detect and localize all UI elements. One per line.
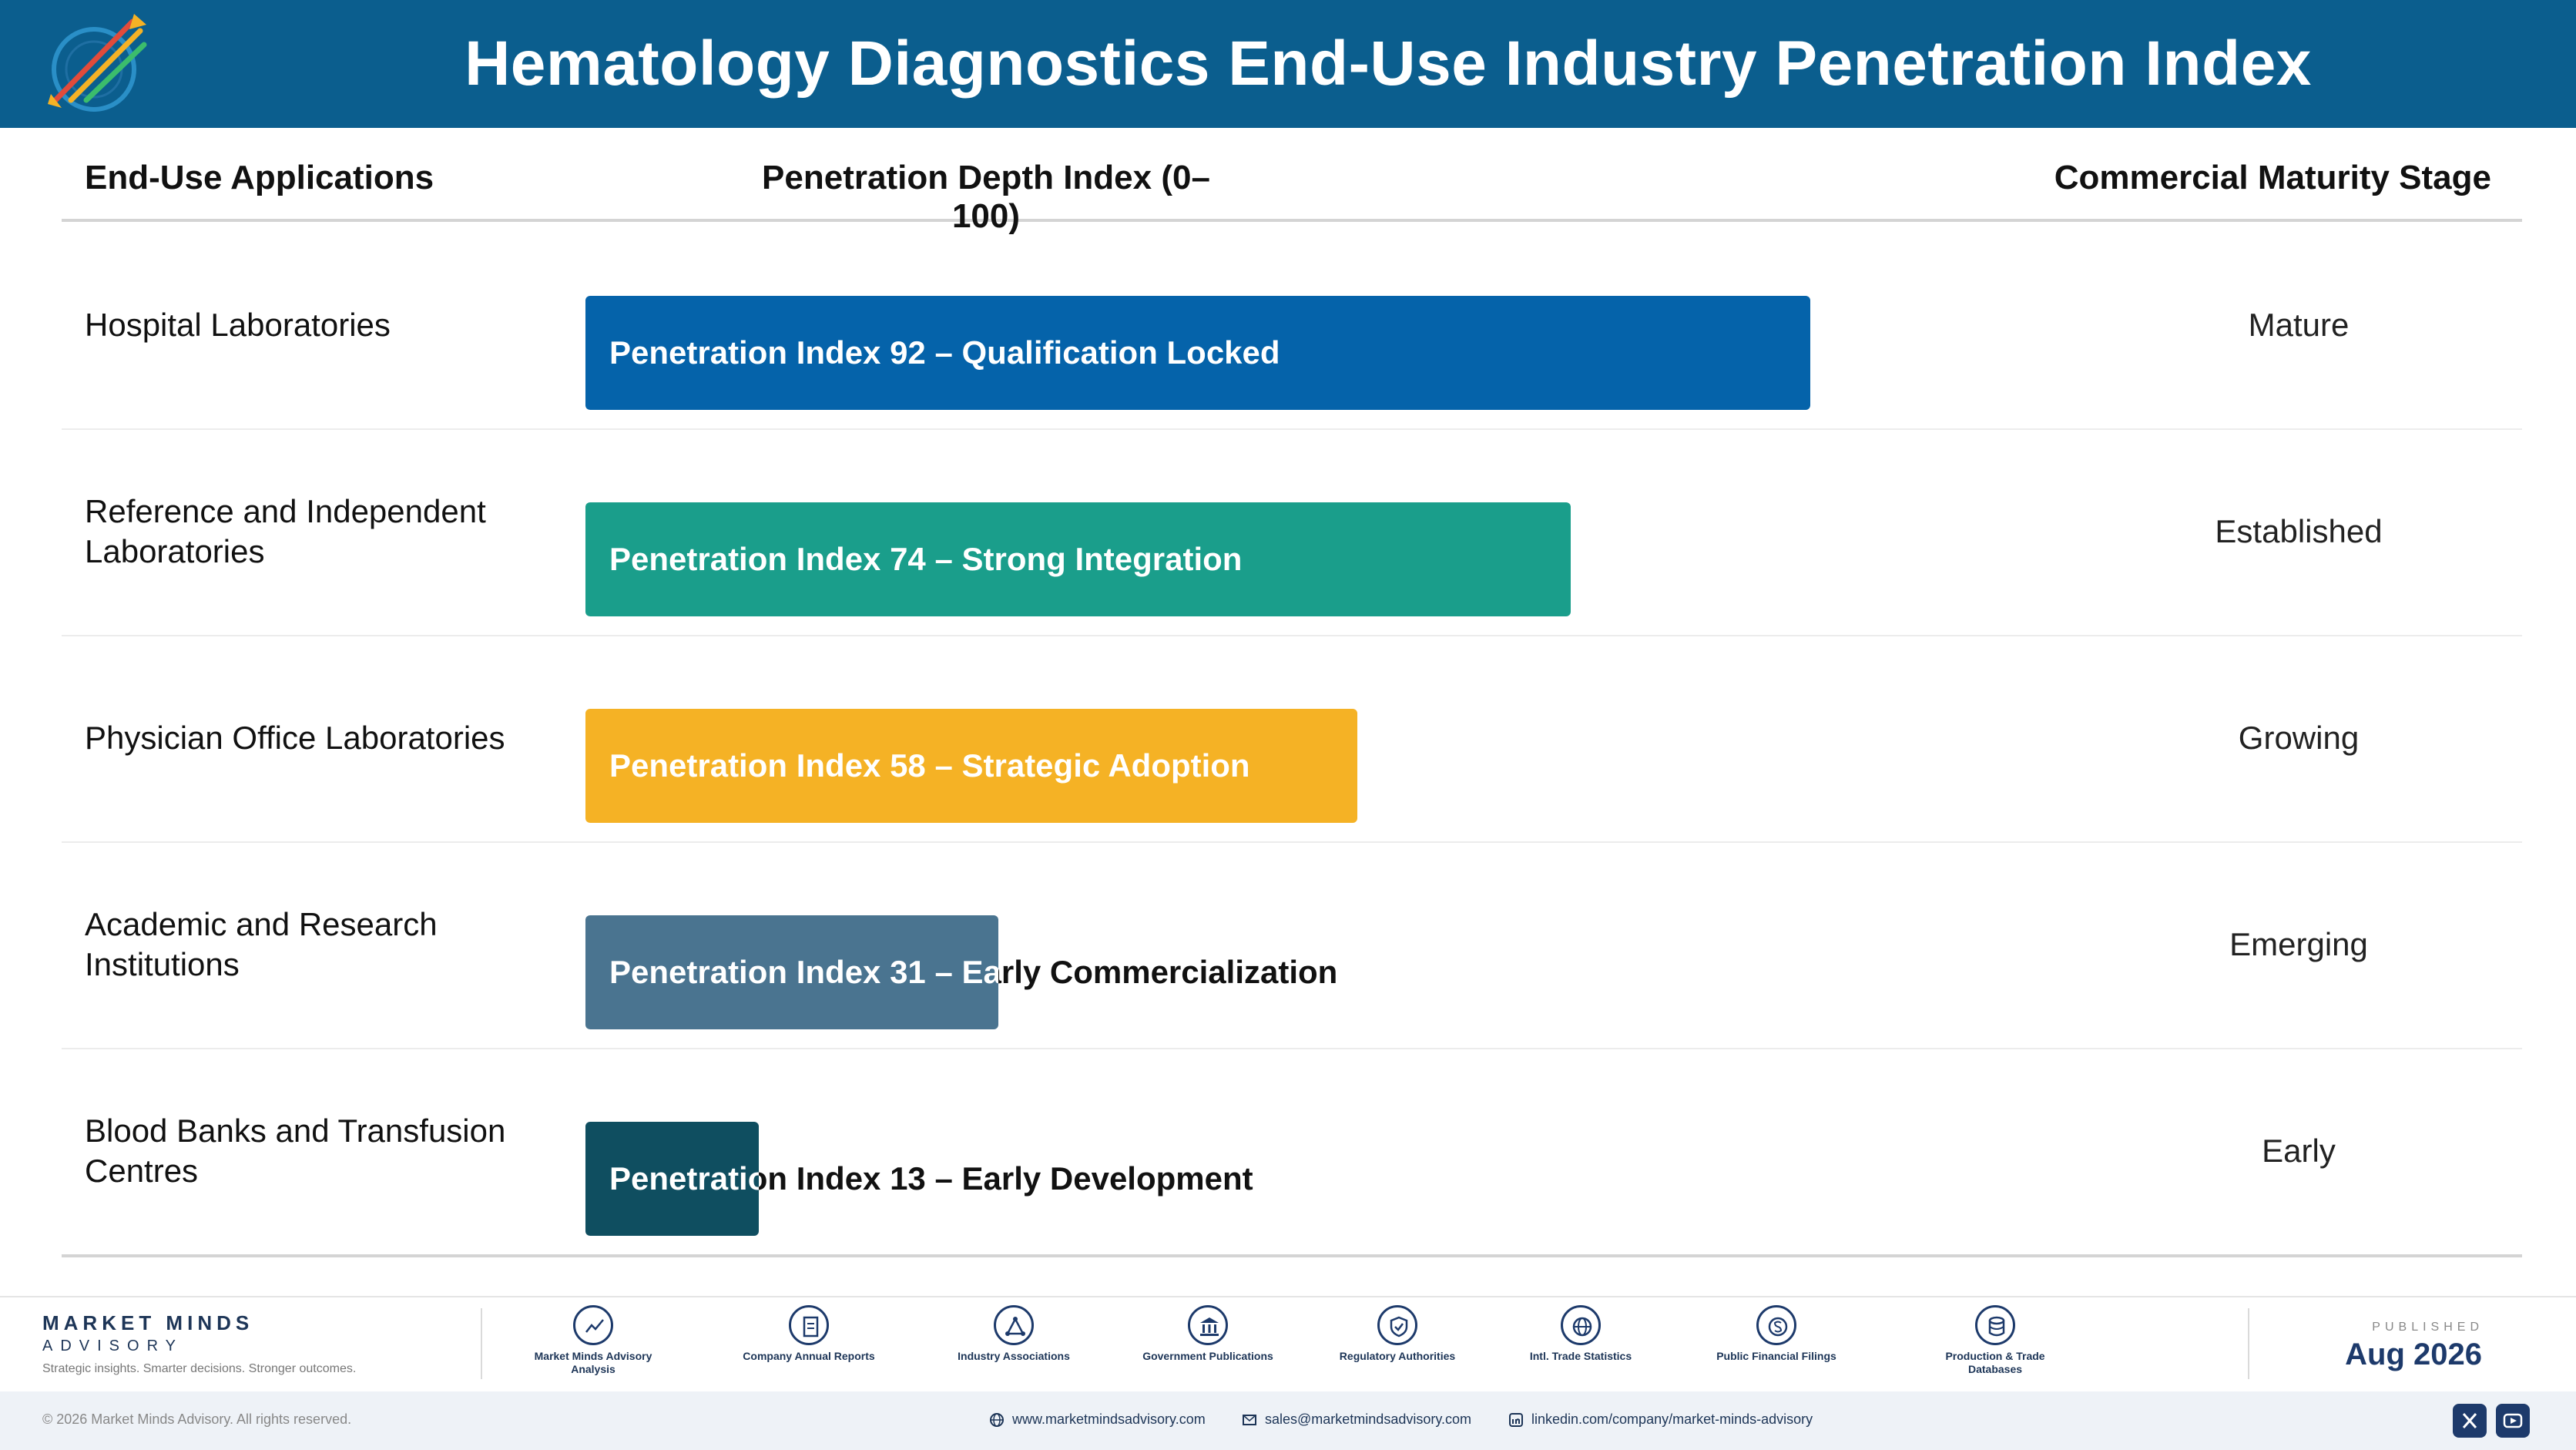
linkedin-link[interactable]: linkedin.com/company/market-minds-adviso… bbox=[1508, 1411, 1813, 1428]
source-item: Public Financial Filings bbox=[1699, 1305, 1853, 1363]
bar-data-label: Penetration Index 74 – Strong Integratio… bbox=[609, 502, 1242, 616]
bar bbox=[585, 502, 1571, 616]
divider bbox=[481, 1308, 482, 1379]
source-item: Government Publications bbox=[1131, 1305, 1285, 1363]
bar bbox=[585, 1122, 759, 1236]
copyright: © 2026 Market Minds Advisory. All rights… bbox=[42, 1411, 352, 1427]
bar bbox=[585, 915, 998, 1029]
network-icon bbox=[994, 1305, 1034, 1345]
column-header-applications: End-Use Applications bbox=[85, 159, 434, 196]
category-label: Blood Banks and Transfusion Centres bbox=[85, 1113, 506, 1189]
source-item: Company Annual Reports bbox=[732, 1305, 886, 1363]
maturity-stage: Emerging bbox=[2229, 926, 2368, 962]
table-header: End-Use Applications Penetration Depth I… bbox=[62, 128, 2522, 235]
chart-row: Blood Banks and Transfusion Centres Penet… bbox=[62, 1048, 2522, 1257]
email-text: sales@marketmindsadvisory.com bbox=[1265, 1411, 1472, 1427]
trend-chart-icon bbox=[573, 1305, 613, 1345]
column-header-depth: Penetration Depth Index (0–100) bbox=[762, 159, 1210, 235]
footer: MARKET MINDS ADVISORY Strategic insights… bbox=[0, 1296, 2576, 1391]
chart-row: Reference and Independent Laboratories Pe… bbox=[62, 428, 2522, 636]
source-label: Government Publications bbox=[1142, 1350, 1273, 1362]
column-header-stage: Commercial Maturity Stage bbox=[2054, 159, 2491, 196]
mail-icon bbox=[1243, 1414, 1256, 1425]
brand-tagline: Strategic insights. Smarter decisions. S… bbox=[42, 1362, 357, 1375]
source-label: Public Financial Filings bbox=[1716, 1350, 1836, 1362]
website-text: www.marketmindsadvisory.com bbox=[1012, 1411, 1206, 1427]
brand-name: MARKET MINDS bbox=[42, 1311, 254, 1334]
divider bbox=[2248, 1308, 2249, 1379]
maturity-stage: Early bbox=[2262, 1133, 2336, 1169]
chart-row: Academic and Research Institutions Penetr… bbox=[62, 841, 2522, 1049]
source-label: Intl. Trade Statistics bbox=[1529, 1350, 1632, 1362]
linkedin-icon bbox=[1509, 1412, 1523, 1427]
source-item: Industry Associations bbox=[937, 1305, 1091, 1363]
published-date: Aug 2026 bbox=[2345, 1338, 2482, 1371]
source-label: Market Minds Advisory Analysis bbox=[534, 1350, 652, 1375]
header-banner: Hematology Diagnostics End-Use Industry … bbox=[0, 0, 2576, 128]
brand-subtitle: ADVISORY bbox=[42, 1338, 183, 1354]
bar bbox=[585, 709, 1357, 823]
document-icon bbox=[789, 1305, 829, 1345]
category-label: Reference and Independent Laboratories bbox=[85, 493, 486, 569]
source-label: Industry Associations bbox=[958, 1350, 1070, 1362]
x-social-button[interactable] bbox=[2453, 1404, 2487, 1438]
source-item: Production & Trade Databases bbox=[1918, 1305, 2072, 1376]
bar-data-label: Penetration Index 58 – Strategic Adoptio… bbox=[609, 709, 1250, 823]
maturity-stage: Mature bbox=[2248, 307, 2350, 343]
source-label: Regulatory Authorities bbox=[1339, 1350, 1456, 1362]
page-title: Hematology Diagnostics End-Use Industry … bbox=[465, 29, 2312, 99]
bar bbox=[585, 296, 1810, 410]
company-logo bbox=[48, 14, 147, 112]
bar-data-label: Penetration Index 13 – Early Development bbox=[609, 1122, 1253, 1236]
government-building-icon bbox=[1188, 1305, 1228, 1345]
maturity-stage: Established bbox=[2215, 513, 2383, 549]
source-item: Intl. Trade Statistics bbox=[1504, 1305, 1658, 1363]
published-label: PUBLISHED bbox=[2372, 1321, 2484, 1334]
maturity-stage: Growing bbox=[2238, 720, 2360, 756]
chart-row: Physician Office Laboratories Penetration… bbox=[62, 635, 2522, 843]
x-icon bbox=[2462, 1413, 2477, 1428]
category-label: Physician Office Laboratories bbox=[85, 720, 505, 756]
globe-icon bbox=[990, 1412, 1004, 1427]
category-label: Academic and Research Institutions bbox=[85, 906, 438, 982]
bar-data-label: Penetration Index 31 – Early Commerciali… bbox=[609, 915, 1337, 1029]
category-label: Hospital Laboratories bbox=[85, 307, 391, 343]
globe-icon bbox=[1561, 1305, 1601, 1345]
linkedin-text: linkedin.com/company/market-minds-adviso… bbox=[1531, 1411, 1813, 1427]
source-label: Company Annual Reports bbox=[743, 1350, 875, 1362]
dollar-coin-icon bbox=[1756, 1305, 1796, 1345]
youtube-icon bbox=[2503, 1413, 2523, 1428]
chart-row: Hospital Laboratories Penetration Index 9… bbox=[62, 222, 2522, 430]
footer-bar: © 2026 Market Minds Advisory. All rights… bbox=[0, 1391, 2576, 1450]
email-link[interactable]: sales@marketmindsadvisory.com bbox=[1242, 1411, 1471, 1428]
website-link[interactable]: www.marketmindsadvisory.com bbox=[989, 1411, 1206, 1428]
source-label: Production & Trade Databases bbox=[1945, 1350, 2045, 1375]
bar-data-label: Penetration Index 92 – Qualification Loc… bbox=[609, 296, 1280, 410]
database-icon bbox=[1975, 1305, 2015, 1345]
source-item: Market Minds Advisory Analysis bbox=[516, 1305, 670, 1376]
youtube-social-button[interactable] bbox=[2496, 1404, 2530, 1438]
shield-check-icon bbox=[1377, 1305, 1417, 1345]
source-item: Regulatory Authorities bbox=[1320, 1305, 1474, 1363]
